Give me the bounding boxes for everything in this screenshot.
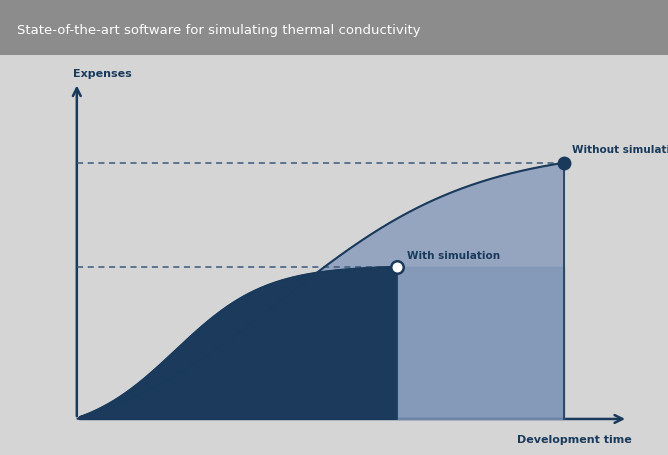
Text: Without simulation: Without simulation bbox=[572, 145, 668, 155]
Text: With simulation: With simulation bbox=[407, 251, 500, 261]
Polygon shape bbox=[77, 163, 564, 419]
Polygon shape bbox=[397, 267, 564, 419]
Text: Expenses: Expenses bbox=[73, 69, 132, 79]
Text: Development time: Development time bbox=[516, 435, 631, 445]
Text: State-of-the-art software for simulating thermal conductivity: State-of-the-art software for simulating… bbox=[17, 24, 420, 36]
Polygon shape bbox=[77, 267, 397, 419]
